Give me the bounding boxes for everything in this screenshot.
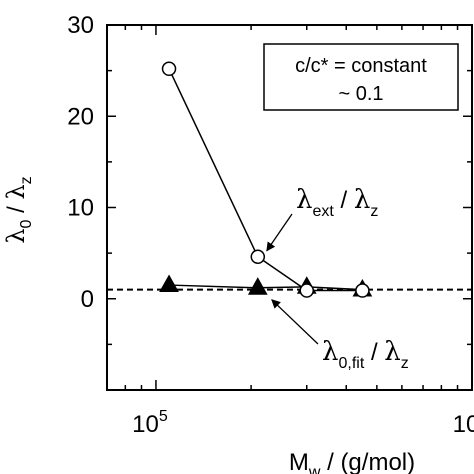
legend-line-2: ~ 0.1 [338,83,383,105]
x-tick-label: 105 [132,408,168,438]
legend-box: c/c* = constant ~ 0.1 [263,43,459,111]
open-circle-point [161,61,177,77]
annotation-label: λ0,fit / λz [322,337,409,372]
axis-ticks [106,24,473,391]
annotation-arrow [271,299,319,345]
series-0-line [168,68,363,292]
x-axis-label: Mw / (g/mol) [289,449,415,474]
open-circle-point [299,283,314,298]
legend-frame [263,43,459,111]
y-tick-label: 20 [67,103,94,130]
axis-labels: 0 10 20 30 105 10 Mw / (g/mol) λ0 / λz [2,12,474,474]
annotations: λext / λz λ0,fit / λz [266,185,409,372]
y-tick-label: 0 [81,286,94,313]
open-circle-point [250,249,266,265]
open-circle-point [355,283,370,298]
x-tick-label: 10 [453,411,474,438]
filled-triangle-point [247,277,268,295]
filled-triangle-point [159,274,179,292]
annotation-label: λext / λz [296,185,378,220]
y-tick-label: 30 [67,12,94,39]
series-lines [168,68,363,292]
series-1-line [169,284,363,291]
annotation-arrow [266,213,293,252]
series-points [159,61,373,298]
y-tick-label: 10 [67,195,94,222]
legend-line-1: c/c* = constant [295,55,427,77]
y-axis-label: λ0 / λz [2,176,35,243]
